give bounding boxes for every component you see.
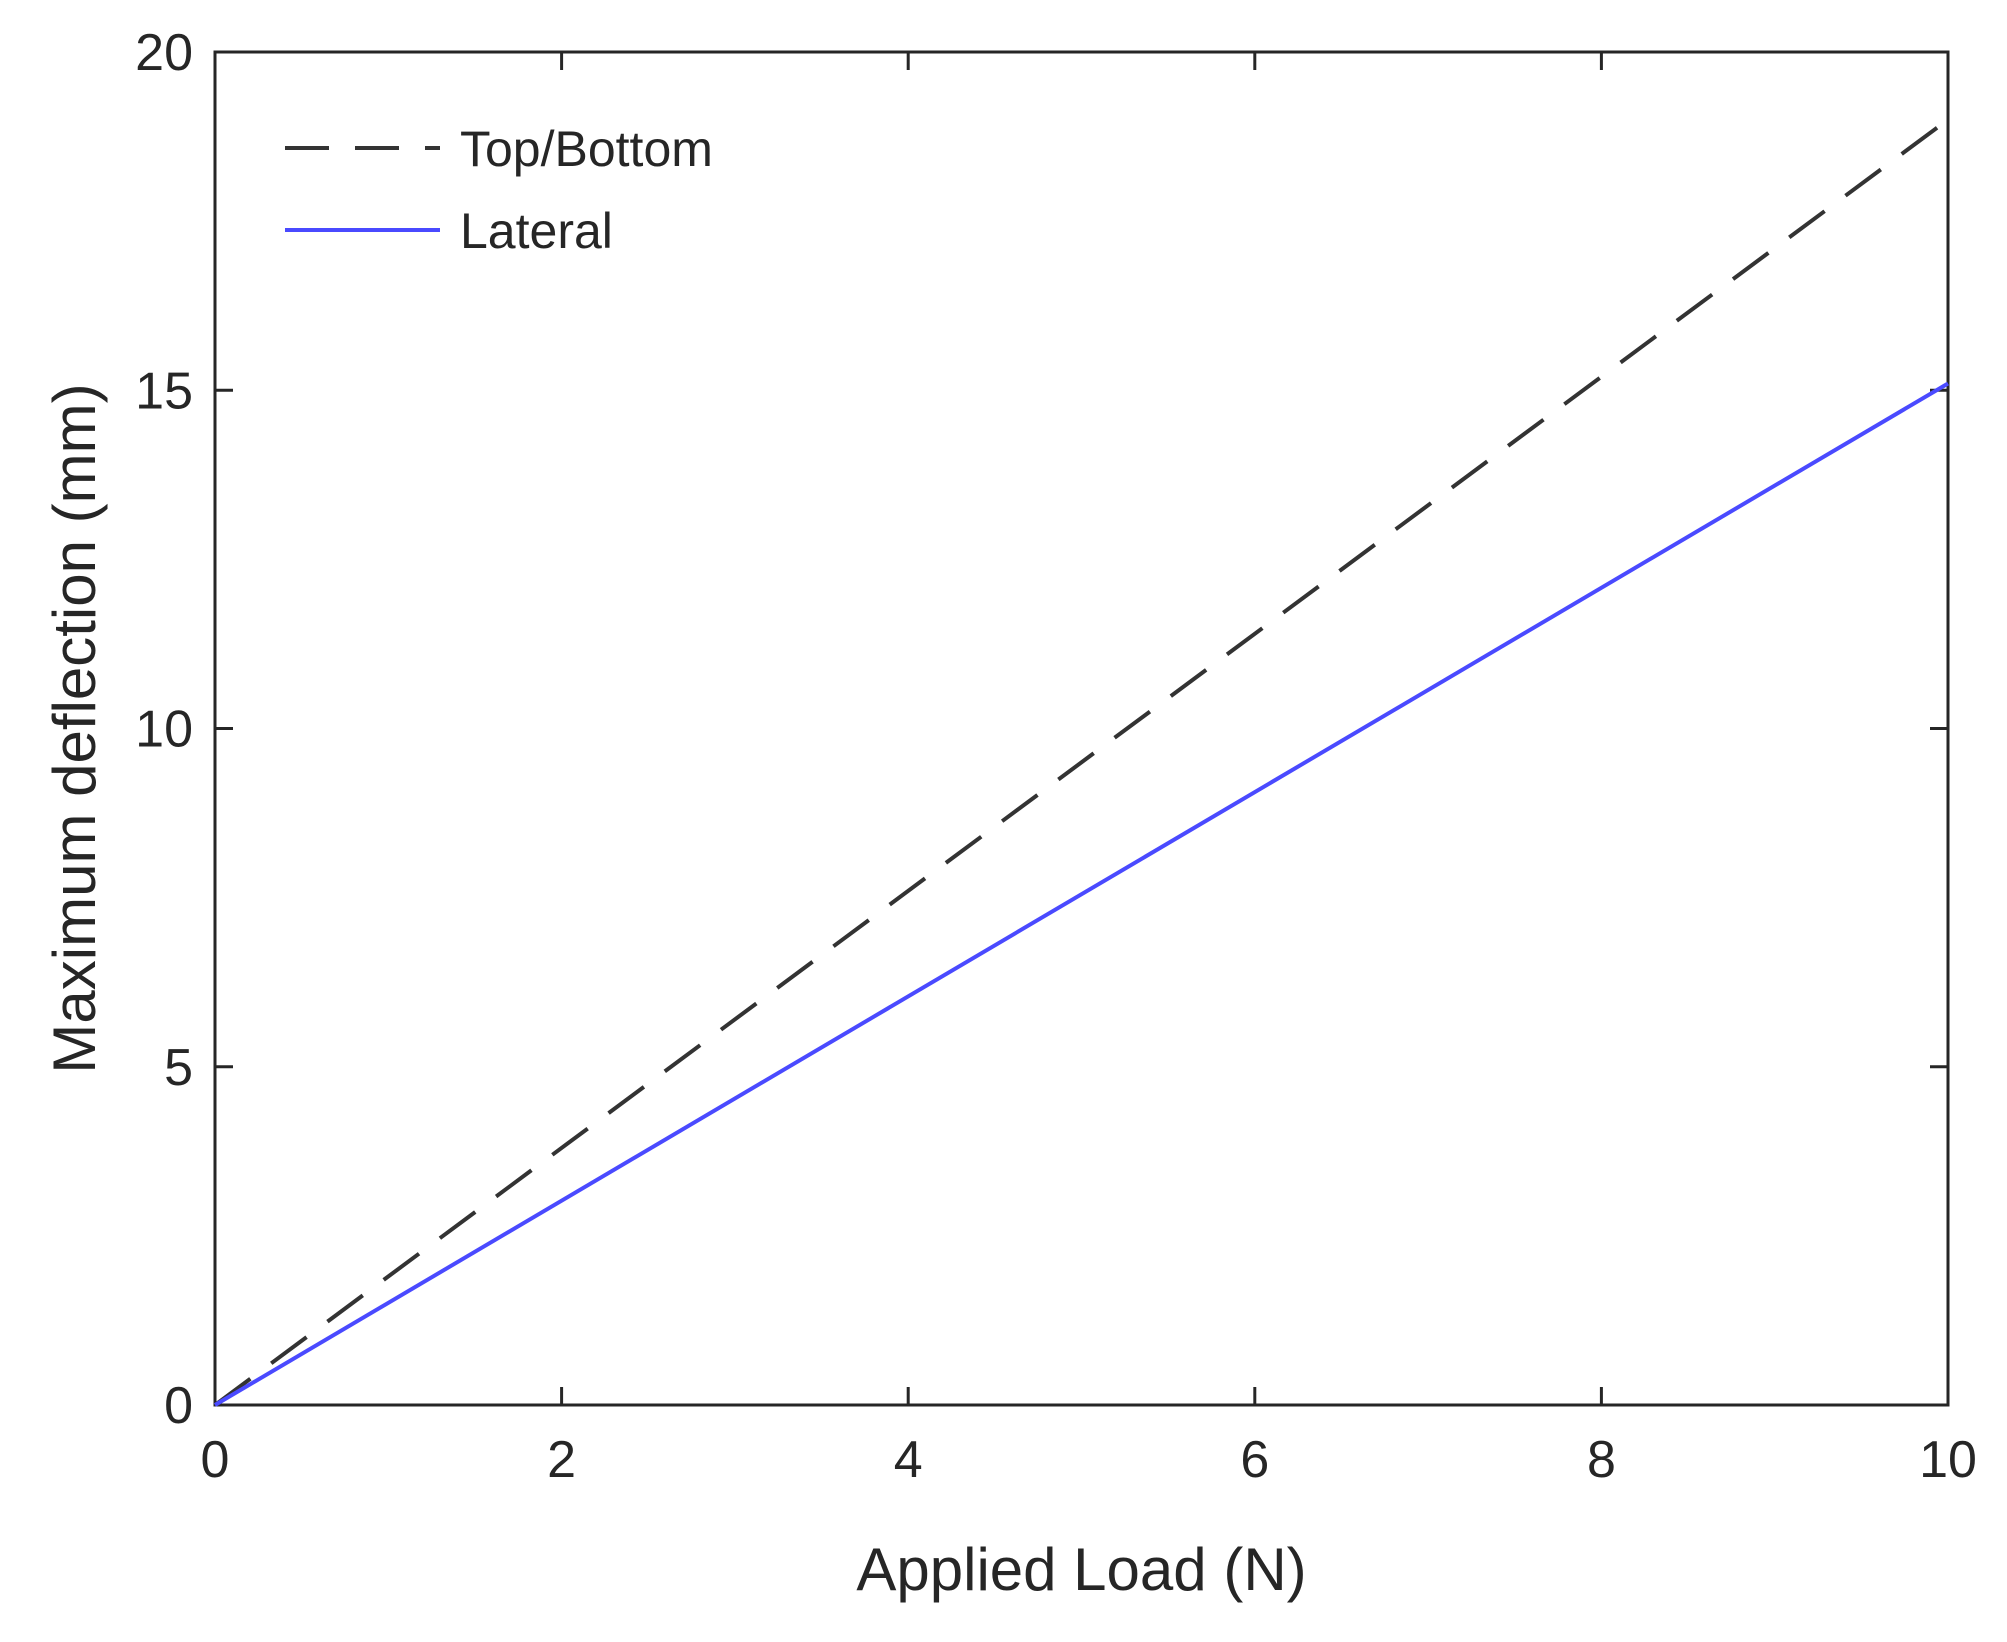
series-layer <box>213 118 1950 1407</box>
legend-label: Top/Bottom <box>460 121 713 177</box>
y-tick-label: 20 <box>135 24 193 82</box>
y-axis-label: Maximum deflection (mm) <box>41 383 108 1073</box>
x-tick-label: 0 <box>201 1431 230 1489</box>
y-tick-label: 5 <box>164 1039 193 1097</box>
y-axis-ticks: 0 5 10 15 20 <box>135 24 1948 1435</box>
y-tick-label: 0 <box>164 1377 193 1435</box>
x-tick-label: 4 <box>894 1431 923 1489</box>
x-axis-ticks: 0 2 4 6 8 10 <box>201 52 1977 1489</box>
x-tick-label: 2 <box>547 1431 576 1489</box>
x-axis-label: Applied Load (N) <box>856 1536 1306 1603</box>
x-tick-label: 10 <box>1919 1431 1977 1489</box>
series-line-top-bottom <box>213 118 1950 1407</box>
series-line-lateral <box>213 381 1950 1407</box>
x-tick-label: 8 <box>1587 1431 1616 1489</box>
y-tick-label: 10 <box>135 701 193 759</box>
legend: Top/Bottom Lateral <box>285 121 713 259</box>
legend-label: Lateral <box>460 203 613 259</box>
x-tick-label: 6 <box>1240 1431 1269 1489</box>
y-tick-label: 15 <box>135 362 193 420</box>
